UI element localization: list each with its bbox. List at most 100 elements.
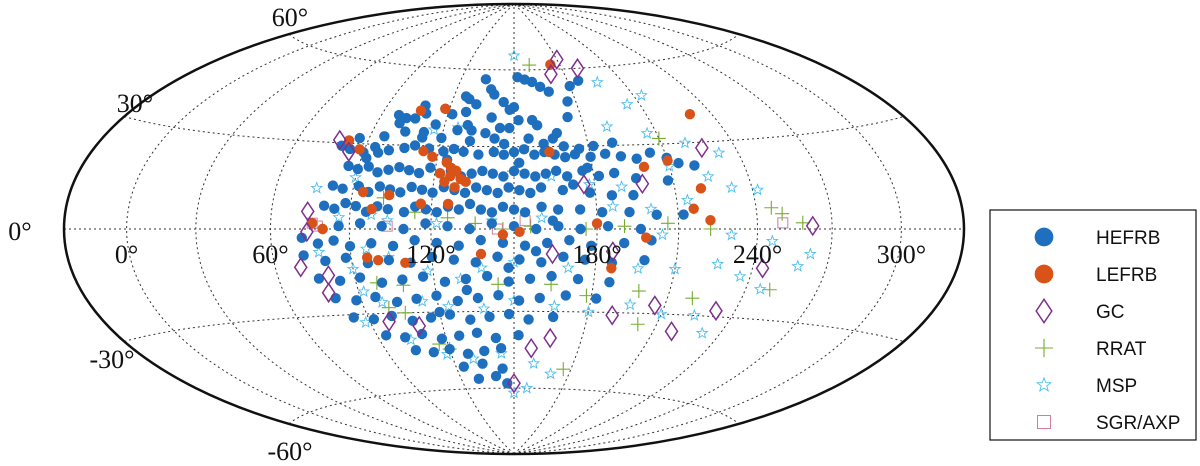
hefrb-point (430, 119, 441, 130)
gc-point (341, 141, 356, 163)
lefrb-point (317, 223, 328, 235)
lon-tick-label: 120° (406, 240, 455, 269)
hefrb-point (327, 180, 339, 191)
hefrb-point (519, 207, 531, 218)
hefrb-point (434, 306, 445, 318)
msp-point (644, 202, 658, 215)
hefrb-point (361, 152, 372, 164)
hefrb-point (334, 275, 346, 287)
hefrb-point (504, 122, 515, 134)
hefrb-point (513, 114, 524, 126)
hefrb-point (417, 271, 429, 282)
msp-point (590, 75, 604, 88)
rrat-point (631, 284, 646, 299)
msp-point (477, 302, 491, 315)
hefrb-point (436, 132, 447, 144)
hefrb-point (635, 223, 647, 235)
hefrb-point (531, 120, 543, 131)
hefrb-point (428, 346, 440, 358)
hefrb-point (495, 343, 507, 354)
hefrb-point (410, 345, 422, 356)
hefrb-point (497, 237, 509, 249)
lon-tick-label: 300° (877, 240, 926, 269)
hefrb-point (599, 148, 611, 160)
hefrb-point (558, 251, 569, 263)
hefrb-point (586, 240, 597, 251)
msp-point (441, 299, 455, 312)
gc-point (321, 282, 336, 304)
hefrb-point (453, 330, 465, 341)
hefrb-point (379, 131, 390, 142)
hefrb-point (644, 147, 656, 158)
hefrb-point (494, 122, 506, 134)
hefrb-point (481, 270, 493, 282)
hefrb-point (416, 184, 428, 195)
hefrb-point (312, 238, 324, 249)
hefrb-point (333, 220, 344, 232)
lefrb-point (475, 248, 487, 260)
hefrb-point (354, 132, 365, 144)
hefrb-point (562, 111, 573, 123)
hefrb-point (523, 133, 534, 144)
hefrb-point (536, 257, 547, 268)
gc-point (293, 256, 308, 278)
hefrb-point (436, 333, 448, 344)
lefrb-point (418, 145, 429, 157)
legend-marker-gc (1035, 297, 1053, 325)
hefrb-point (564, 80, 575, 92)
hefrb-point (523, 314, 534, 325)
hefrb-point (561, 171, 573, 182)
hefrb-point (540, 168, 551, 179)
hefrb-point (503, 308, 515, 320)
hefrb-point (372, 167, 383, 178)
lefrb-point (439, 176, 450, 187)
rrat-point (522, 58, 537, 73)
hefrb-point (477, 358, 488, 369)
hefrb-point (538, 138, 549, 150)
msp-point (701, 169, 715, 183)
rrat-point (775, 206, 790, 221)
hefrb-point (348, 312, 359, 323)
msp-point (507, 386, 521, 399)
hefrb-point (376, 220, 387, 232)
hefrb-point (352, 163, 364, 175)
lefrb-point (640, 232, 652, 243)
hefrb-point (564, 234, 575, 246)
hefrb-point (498, 96, 509, 108)
hefrb-point (465, 314, 476, 325)
hefrb-point (473, 149, 484, 160)
hefrb-point (395, 187, 406, 198)
hefrb-point (466, 168, 477, 179)
hefrb-point (558, 141, 569, 152)
legend-label-gc: GC (1096, 302, 1125, 323)
hefrb-point (452, 295, 463, 307)
hefrb-point (394, 161, 405, 173)
legend-label-msp: MSP (1096, 376, 1137, 397)
lefrb-point (384, 189, 395, 201)
hefrb-point (340, 252, 352, 263)
hefrb-point (492, 251, 503, 262)
hefrb-point (318, 200, 330, 211)
rrat-point (685, 291, 700, 306)
hefrb-point (458, 146, 469, 157)
msp-point (680, 193, 694, 206)
hefrb-point (354, 272, 366, 283)
hefrb-point (399, 142, 410, 154)
rrat-point (630, 317, 645, 332)
gc-point (570, 57, 585, 79)
parallel-line (124, 116, 904, 148)
hefrb-point (383, 254, 395, 266)
hefrb-point (508, 146, 520, 158)
hefrb-point (572, 273, 584, 285)
gc-point (544, 63, 558, 85)
map-boundary (62, 2, 966, 456)
hefrb-point (497, 201, 509, 213)
hefrb-point (444, 309, 456, 320)
hefrb-point (452, 124, 463, 136)
hefrb-point (559, 151, 571, 163)
rrat-point (468, 216, 483, 231)
msp-point (421, 264, 435, 277)
lefrb-point (400, 257, 411, 268)
gc-point (412, 315, 427, 337)
msp-point (668, 262, 682, 275)
